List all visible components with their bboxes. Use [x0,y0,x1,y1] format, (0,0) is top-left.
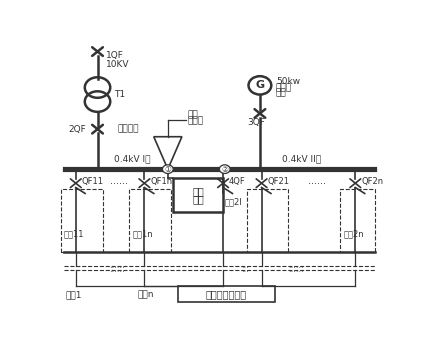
Text: 出线1n: 出线1n [133,230,153,239]
Text: ......: ...... [110,176,128,186]
Text: 2QF: 2QF [69,125,86,134]
Text: 低压总路: 低压总路 [118,125,139,134]
Text: ......: ...... [289,265,304,274]
Text: ...: ... [241,265,249,274]
Bar [60,190,102,252]
Text: ......: ...... [289,261,304,270]
Text: QF21: QF21 [267,177,289,186]
Bar [129,190,171,252]
Text: 出口: 出口 [276,88,287,98]
Text: 开关: 开关 [192,194,204,204]
Text: ①: ① [165,165,171,174]
Text: 0.4kV I段: 0.4kV I段 [114,155,151,164]
Text: 采样点: 采样点 [187,116,203,125]
Text: 发电机: 发电机 [276,83,292,92]
Text: 出线2n: 出线2n [343,230,364,239]
Text: 出线1: 出线1 [66,290,82,299]
Text: ......: ...... [109,261,125,270]
Text: 1QF: 1QF [106,51,124,60]
Text: 4QF: 4QF [229,177,245,186]
Text: 电压: 电压 [187,111,198,120]
Circle shape [162,165,173,173]
Text: 3QF: 3QF [247,118,265,127]
Text: QF11: QF11 [82,177,104,186]
Bar [340,190,375,252]
Text: 电力分配控制器: 电力分配控制器 [206,289,247,299]
Text: 50kw: 50kw [276,77,300,86]
Text: ...: ... [241,261,249,270]
Text: G: G [255,80,264,90]
Text: 出线2I: 出线2I [225,197,242,206]
Bar [247,190,289,252]
Text: QF2n: QF2n [361,177,384,186]
Text: 并网: 并网 [192,186,204,196]
Text: ......: ...... [308,176,327,186]
Bar [173,178,223,212]
Bar [178,286,275,302]
Text: T1: T1 [114,90,125,99]
Text: ......: ...... [109,265,125,274]
Text: 10KV: 10KV [106,60,130,69]
Text: QF1n: QF1n [150,177,172,186]
Text: ②: ② [221,165,228,174]
Text: 出线11: 出线11 [64,230,85,239]
Circle shape [219,165,230,173]
Text: 出线n: 出线n [138,290,154,299]
Text: 0.4kV II段: 0.4kV II段 [282,155,321,164]
